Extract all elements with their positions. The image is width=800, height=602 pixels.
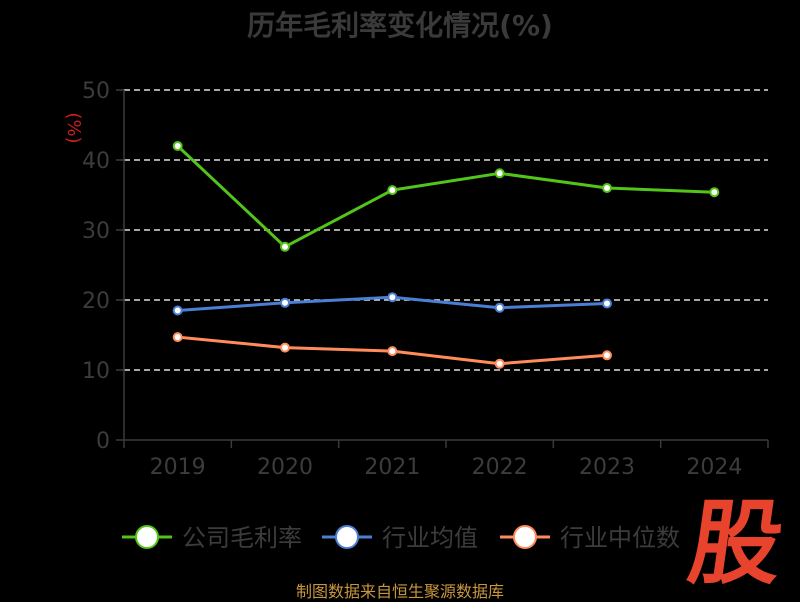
y-tick-label: 0 [96,429,110,454]
y-tick-label: 20 [82,289,110,314]
y-tick-label: 30 [82,219,110,244]
legend: 公司毛利率 行业均值 行业中位数 [122,524,680,552]
data-point [280,342,290,353]
x-tick-label: 2023 [579,455,635,480]
legend-marker [135,525,159,549]
data-point [602,183,612,193]
data-point [280,241,290,252]
gridlines [124,89,768,371]
legend-item-1: 公司毛利率 [122,524,302,552]
source-note: 制图数据来自恒生聚源数据库 [295,582,504,601]
legend-label: 公司毛利率 [182,524,302,552]
data-point [494,302,505,313]
data-point [387,185,398,196]
y-tick-label: 50 [82,79,110,104]
axes: 0 10 20 30 40 50 2019 2020 2021 2022 2023 2024 [82,79,769,480]
x-tick-label: 2021 [364,455,420,480]
chart-title: 历年毛利率变化情况(%) [247,9,553,42]
watermark-logo: 股 [682,490,790,597]
x-tick-label: 2022 [472,455,528,480]
legend-label: 行业均值 [382,524,478,552]
x-tick-label: 2019 [150,455,206,480]
series-1 [172,141,720,252]
y-tick-label: 10 [82,359,110,384]
legend-label: 行业中位数 [560,524,680,552]
y-tick-label: 40 [82,149,110,174]
data-point [602,298,612,309]
series [172,141,720,369]
data-point [602,350,612,361]
legend-marker [513,525,537,549]
legend-item-3: 行业中位数 [500,524,680,552]
y-axis-unit-label: (%) [63,112,84,143]
data-point [387,292,398,303]
x-tick-label: 2024 [686,455,742,480]
data-point [709,187,720,198]
series-2 [172,292,612,316]
data-point [387,346,398,357]
legend-marker [335,525,359,549]
data-point [494,358,505,369]
legend-item-2: 行业均值 [322,524,478,552]
data-point [172,332,183,343]
series-3 [172,332,612,369]
data-point [280,297,290,308]
x-tick-label: 2020 [257,455,313,480]
data-point [494,168,505,179]
data-point [172,305,183,316]
series-line [176,144,715,249]
data-point [172,141,183,151]
